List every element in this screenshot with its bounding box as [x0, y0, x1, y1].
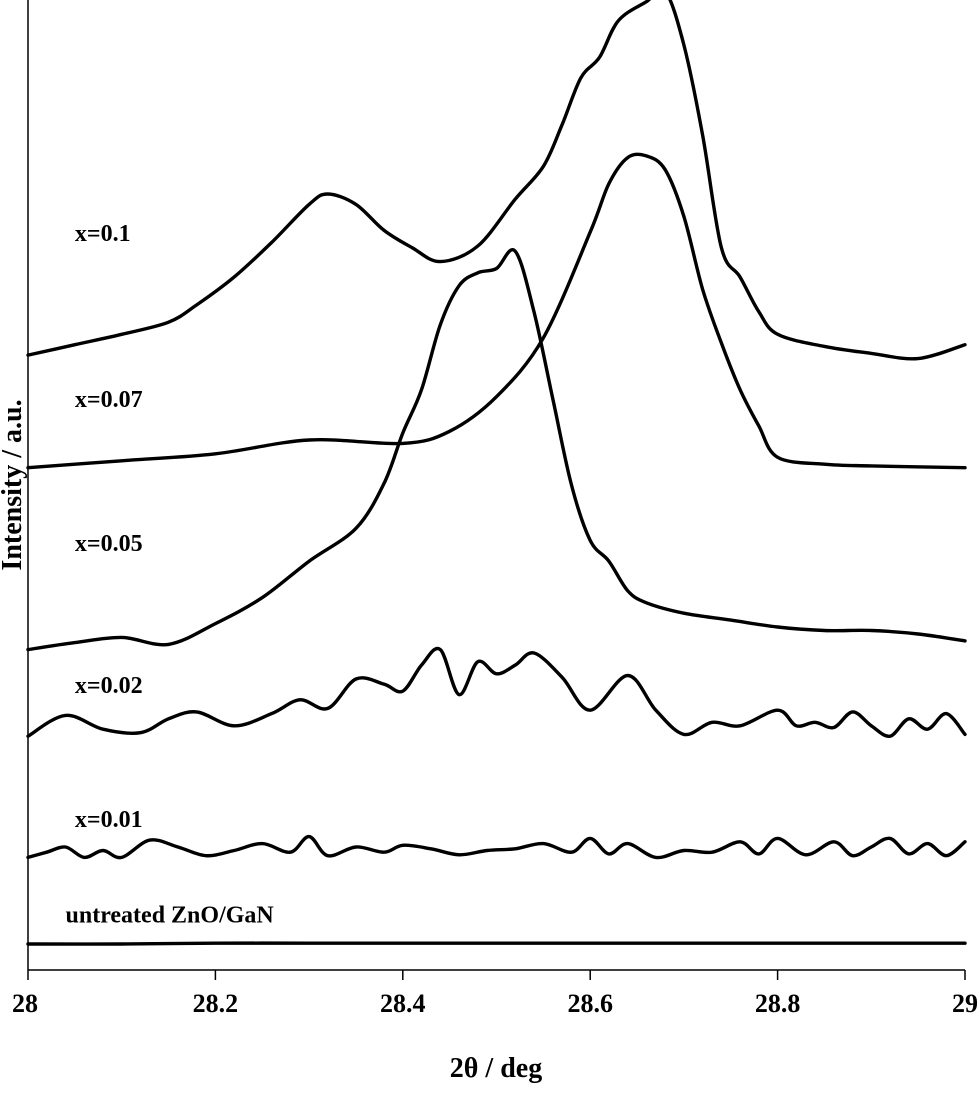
series-line-x-0-01	[26, 834, 967, 860]
series-labels: untreated ZnO/GaN x=0.01 x=0.02 x=0.05 x=0.0…	[66, 221, 275, 929]
series-label-x-0-01: x=0.01	[75, 807, 143, 833]
series-line-x-0-05	[26, 247, 967, 652]
series-line-untreated-zno-gan	[26, 941, 967, 946]
x-tick-label: 28.6	[567, 989, 613, 1018]
x-tick-label: 28.4	[380, 989, 426, 1018]
x-tick-label: 28.2	[193, 989, 239, 1018]
series-line-x-0-02	[26, 646, 967, 738]
series-curves	[26, 0, 967, 946]
series-label-x-0-02: x=0.02	[75, 673, 143, 699]
series-label-x-0-05: x=0.05	[75, 531, 143, 557]
x-tick-label: 29	[952, 989, 978, 1018]
series-label-x-0-1: x=0.1	[75, 221, 131, 247]
series-label-untreated-zno-gan: untreated ZnO/GaN	[66, 902, 275, 928]
x-ticks: 28 28.2 28.4 28.6 28.8 29	[12, 970, 978, 1018]
x-tick-label: 28.8	[755, 989, 801, 1018]
x-tick-label: 28	[12, 989, 38, 1018]
x-axis-label: 2θ / deg	[450, 1053, 542, 1084]
series-line-x-0-07	[26, 152, 967, 470]
plot-frame	[27, 0, 965, 971]
y-axis-label: Intensity / a.u.	[0, 399, 28, 570]
series-label-x-0-07: x=0.07	[75, 387, 143, 413]
series-line-x-0-1	[26, 0, 967, 361]
